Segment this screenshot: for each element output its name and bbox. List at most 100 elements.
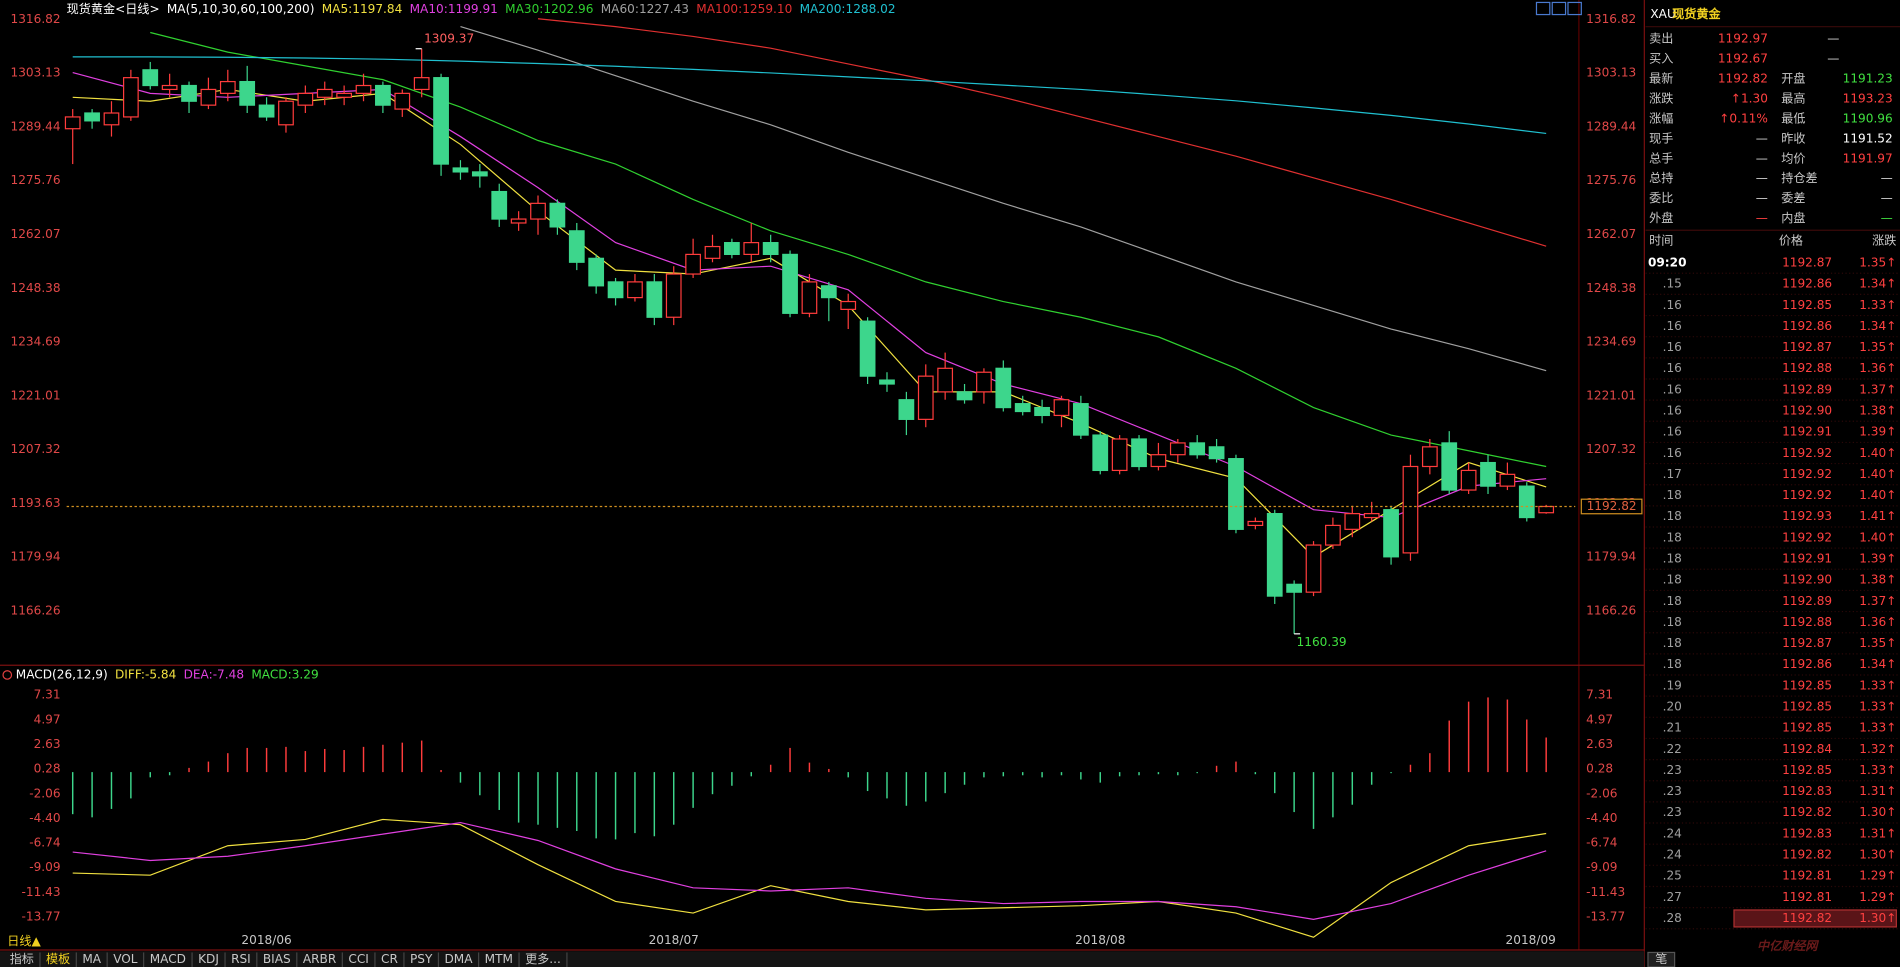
tick-time: .19 xyxy=(1663,678,1682,692)
tick-time: .25 xyxy=(1663,869,1682,883)
stat-value: 1191.97 xyxy=(1843,151,1893,165)
y-tick-label: -6.74 xyxy=(29,835,61,849)
candle-body xyxy=(840,300,857,310)
candle-body xyxy=(1499,473,1516,487)
toolbar-tab[interactable]: MACD xyxy=(150,952,186,966)
candle-body xyxy=(103,112,120,126)
y-tick-label: 1289.44 xyxy=(11,119,61,133)
tick-change: 1.34↑ xyxy=(1859,319,1896,333)
indicator-icon[interactable] xyxy=(2,670,13,680)
candle-body xyxy=(627,281,643,299)
candle-body xyxy=(937,367,954,393)
tick-change: 1.30↑ xyxy=(1859,805,1896,819)
stat-label: 委比 xyxy=(1649,191,1673,205)
candle-body xyxy=(704,245,721,259)
tick-price: 1192.87 xyxy=(1782,636,1832,650)
icon[interactable] xyxy=(1567,1,1582,16)
tick-change: 1.34↑ xyxy=(1859,277,1896,291)
tick-change: 1.33↑ xyxy=(1859,700,1896,714)
legend-entry: MA200:1288.02 xyxy=(800,2,896,16)
toolbar-tab[interactable]: CCI xyxy=(348,952,368,966)
toolbar-tab[interactable]: 模板 xyxy=(46,952,70,966)
stat-value: 1191.23 xyxy=(1843,71,1893,85)
toolbar-tab[interactable]: RSI xyxy=(231,952,251,966)
candle-body xyxy=(510,218,527,224)
icon[interactable] xyxy=(1551,1,1567,16)
stat-value: 1192.82 xyxy=(1718,71,1768,85)
tick-price: 1192.82 xyxy=(1782,848,1832,862)
candle-body xyxy=(820,285,837,299)
candle-body xyxy=(394,92,411,110)
stat-value: 1190.96 xyxy=(1843,111,1893,125)
tick-change: 1.29↑ xyxy=(1859,890,1896,904)
candle-body xyxy=(956,391,973,401)
candle-body xyxy=(1518,485,1535,519)
toolbar-tab[interactable]: DMA xyxy=(444,952,473,966)
side-tab[interactable]: 笔 xyxy=(1655,951,1667,966)
tick-change: 1.37↑ xyxy=(1859,382,1896,396)
tick-change: 1.35↑ xyxy=(1859,255,1896,269)
tick-header: 时间 xyxy=(1649,234,1673,248)
y-tick-label-right: 1289.44 xyxy=(1586,119,1636,133)
y-tick-label: -2.06 xyxy=(29,786,60,800)
candle-body xyxy=(1208,446,1225,460)
chart-title: 现货黄金<日线> xyxy=(67,1,160,16)
tick-change: 1.33↑ xyxy=(1859,763,1896,777)
toolbar-tab[interactable]: CR xyxy=(381,952,398,966)
period-button[interactable]: 日线▲ xyxy=(7,934,41,948)
toolbar-tab[interactable]: PSY xyxy=(410,952,433,966)
tick-time: .18 xyxy=(1663,594,1682,608)
tick-price: 1192.85 xyxy=(1782,298,1832,312)
candle-body xyxy=(316,88,333,98)
tick-time: .16 xyxy=(1663,340,1682,354)
candle-body xyxy=(1189,442,1206,456)
toolbar-tab[interactable]: MTM xyxy=(485,952,513,966)
toolbar-tab[interactable]: BIAS xyxy=(263,952,291,966)
high-label: 1309.37 xyxy=(424,32,474,46)
candle-body xyxy=(278,100,294,126)
candle-body xyxy=(879,379,895,385)
tick-time: .23 xyxy=(1663,763,1682,777)
toolbar-tab[interactable]: KDJ xyxy=(198,952,219,966)
legend-entry: MACD:3.29 xyxy=(251,667,318,681)
candle-body xyxy=(161,84,178,91)
stat-value: — xyxy=(1881,211,1893,225)
tick-price: 1192.86 xyxy=(1782,657,1832,671)
candle-body xyxy=(471,171,488,177)
x-tick-label: 2018/08 xyxy=(1075,933,1125,947)
stat-label: 昨收 xyxy=(1781,131,1805,145)
y-tick-label-right: -9.09 xyxy=(1586,860,1617,874)
toolbar-tab[interactable]: 更多... xyxy=(525,952,561,966)
y-tick-label: 1166.26 xyxy=(11,603,61,617)
stat-value: ↑1.30 xyxy=(1731,91,1768,105)
candle-body xyxy=(859,320,876,377)
tick-change: 1.30↑ xyxy=(1859,911,1896,925)
y-tick-label-right: 1166.26 xyxy=(1586,603,1636,617)
tick-price: 1192.83 xyxy=(1782,826,1832,840)
toolbar-tab[interactable]: 指标 xyxy=(10,951,34,966)
tick-price: 1192.82 xyxy=(1782,911,1832,925)
candle-body xyxy=(1169,442,1186,456)
candle-body xyxy=(898,399,915,420)
candle-body xyxy=(801,281,818,314)
tick-time: .24 xyxy=(1663,826,1683,840)
y-tick-label-right: 1234.69 xyxy=(1586,335,1636,349)
candle-body xyxy=(64,116,81,130)
tick-change: 1.31↑ xyxy=(1859,784,1896,798)
stat-label: 内盘 xyxy=(1781,210,1805,225)
legend-entry: MA30:1202.96 xyxy=(505,2,593,16)
y-tick-label-right: -4.40 xyxy=(1586,811,1617,825)
tick-change: 1.38↑ xyxy=(1859,403,1896,417)
toolbar-tab[interactable]: VOL xyxy=(113,952,138,966)
icon[interactable] xyxy=(1535,1,1551,16)
toolbar-tab[interactable]: MA xyxy=(82,952,101,966)
toolbar-tab[interactable]: ARBR xyxy=(303,952,337,966)
tick-change: 1.40↑ xyxy=(1859,530,1896,544)
stat-value: 1192.97 xyxy=(1718,31,1768,45)
tick-time: .18 xyxy=(1663,488,1682,502)
tick-change: 1.33↑ xyxy=(1859,298,1896,312)
stat-label: 均价 xyxy=(1781,151,1805,165)
y-tick-label: 1207.32 xyxy=(11,442,61,456)
candle-body xyxy=(646,281,663,318)
tick-price: 1192.87 xyxy=(1782,340,1832,354)
